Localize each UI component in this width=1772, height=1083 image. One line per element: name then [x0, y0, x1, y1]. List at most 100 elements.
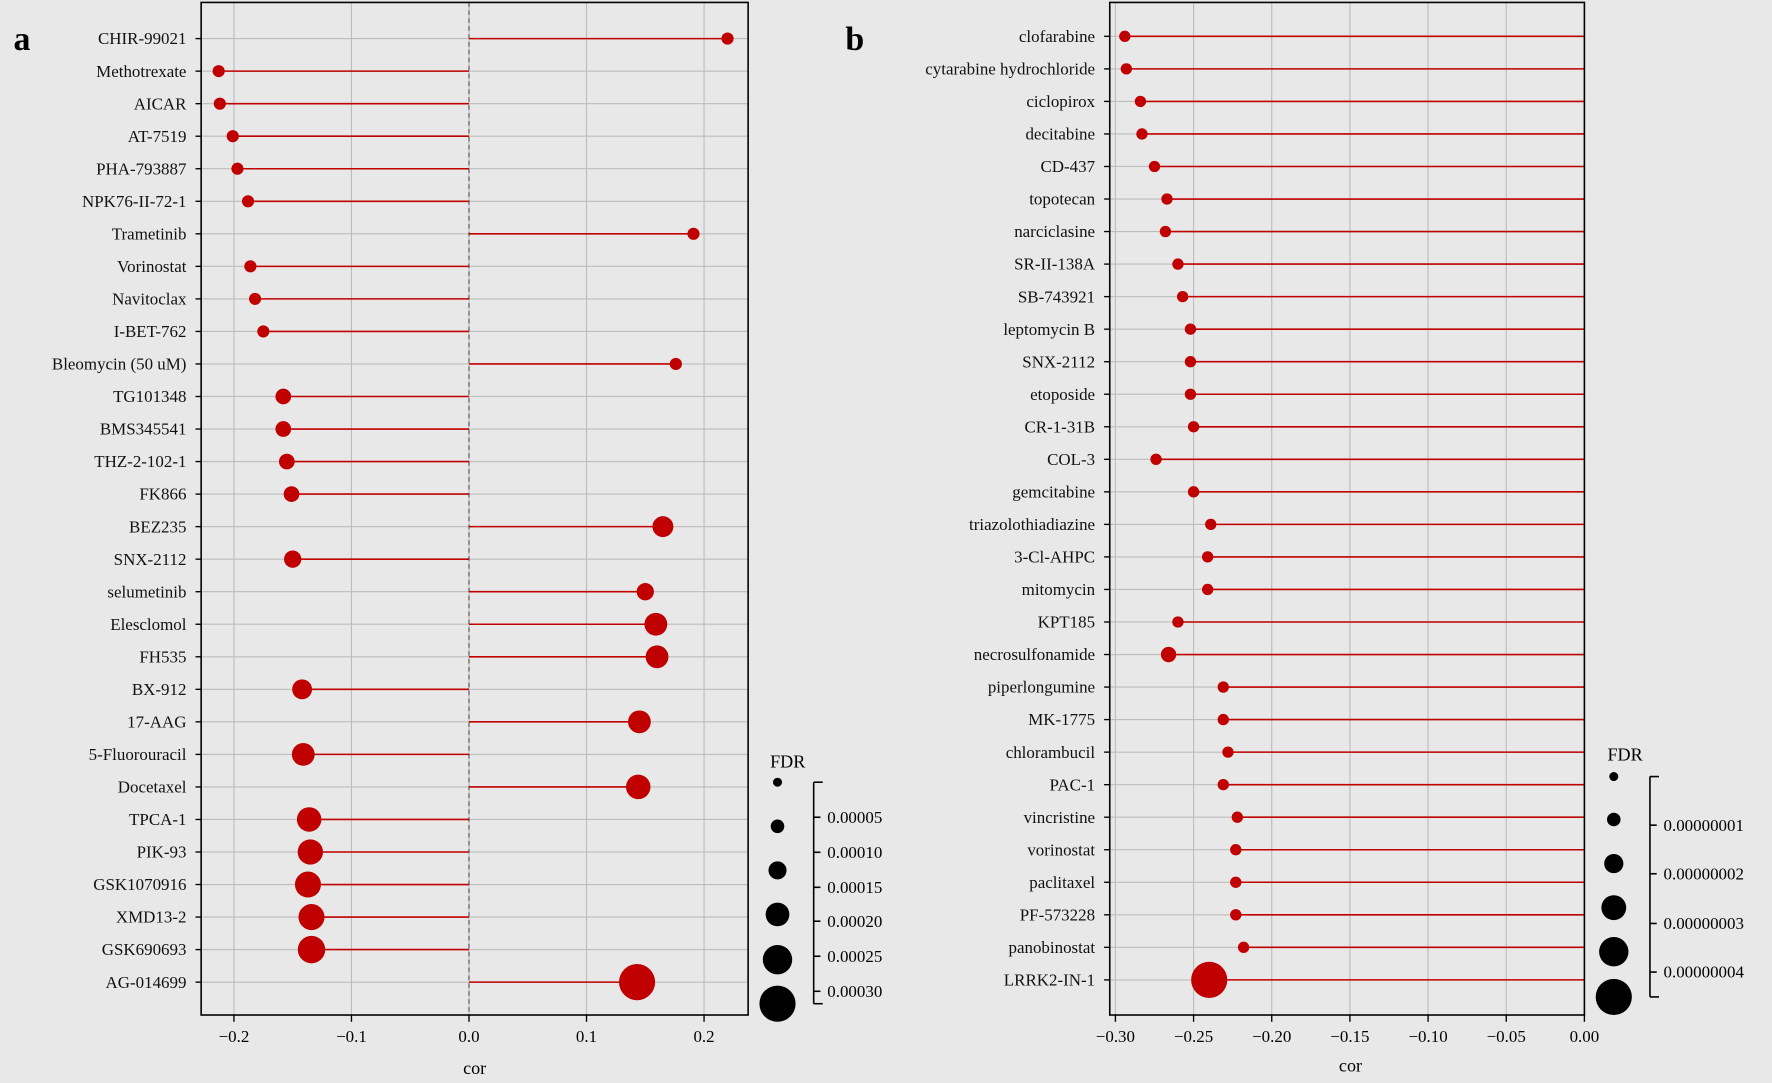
x-tick-label: −0.2 — [219, 1027, 250, 1046]
point-vorinostat — [1230, 844, 1242, 856]
point-piperlongumine — [1217, 681, 1229, 693]
point-BEZ235 — [652, 516, 674, 538]
x-tick-label: −0.20 — [1252, 1027, 1291, 1046]
legend-size-dot — [762, 944, 793, 975]
legend-tick-label: 0.00015 — [827, 878, 882, 897]
y-tick-label: selumetinib — [107, 582, 186, 601]
point-decitabine — [1136, 128, 1148, 140]
y-tick-label: SNX-2112 — [1022, 352, 1095, 371]
point-TG101348 — [275, 388, 292, 405]
legend-size-dot — [1601, 895, 1627, 921]
point-CHIR-99021 — [721, 32, 734, 45]
y-tick-label: Trametinib — [112, 224, 187, 243]
y-tick-label: decitabine — [1025, 125, 1095, 144]
y-tick-label: MK-1775 — [1028, 710, 1095, 729]
point-necrosulfonamide — [1160, 646, 1177, 663]
point-PHA-793887 — [231, 162, 244, 175]
point-Trametinib — [687, 227, 700, 240]
x-tick-label: 0.2 — [693, 1027, 714, 1046]
x-tick-label: −0.05 — [1487, 1027, 1526, 1046]
point-BX-912 — [292, 679, 313, 700]
point-FK866 — [283, 486, 300, 502]
point-PAC-1 — [1217, 778, 1229, 791]
point-BMS345541 — [275, 421, 292, 437]
legend-size-dot — [1599, 937, 1629, 967]
point-NPK76-II-72-1 — [241, 195, 255, 208]
point-topotecan — [1161, 193, 1173, 205]
point-triazolothiadiazine — [1205, 518, 1217, 531]
point-17-AAG — [627, 710, 651, 734]
point-Methotrexate — [212, 65, 225, 78]
y-tick-label: cytarabine hydrochloride — [925, 60, 1095, 79]
legend-size-dot — [759, 985, 796, 1022]
y-tick-label: etoposide — [1030, 385, 1095, 404]
y-tick-label: chlorambucil — [1006, 743, 1096, 762]
point-PF-573228 — [1230, 909, 1242, 921]
point-Navitoclax — [249, 292, 262, 305]
point-etoposide — [1184, 388, 1197, 400]
point-PIK-93 — [297, 839, 323, 865]
point-TPCA-1 — [296, 807, 322, 832]
x-axis-label-a: cor — [463, 1058, 486, 1078]
y-tick-label: vincristine — [1024, 808, 1096, 827]
y-tick-label: vorinostat — [1027, 840, 1095, 859]
legend-size-dot — [1604, 853, 1624, 874]
point-clofarabine — [1119, 30, 1131, 43]
point-KPT185 — [1172, 616, 1184, 628]
y-tick-label: XMD13-2 — [116, 908, 187, 927]
y-tick-label: AICAR — [134, 94, 187, 113]
x-tick-label: 0.00 — [1570, 1027, 1600, 1046]
point-ciclopirox — [1134, 95, 1147, 108]
y-tick-label: FH535 — [139, 647, 186, 666]
y-tick-label: leptomycin B — [1003, 320, 1095, 339]
legend-tick-label: 0.00020 — [827, 912, 882, 931]
point-XMD13-2 — [298, 904, 325, 931]
point-COL-3 — [1150, 453, 1162, 465]
y-tick-label: paclitaxel — [1029, 873, 1095, 892]
x-axis-label-b: cor — [1339, 1056, 1362, 1076]
legend-title-a: FDR — [770, 752, 806, 772]
legend-tick-label: 0.00005 — [827, 808, 882, 827]
y-tick-label: GSK690693 — [102, 940, 187, 959]
point-GSK690693 — [297, 935, 326, 964]
point-Vorinostat — [244, 260, 257, 273]
y-tick-label: COL-3 — [1047, 450, 1095, 469]
y-tick-label: Docetaxel — [118, 778, 187, 797]
y-tick-label: necrosulfonamide — [974, 645, 1095, 664]
y-tick-label: NPK76-II-72-1 — [82, 192, 186, 211]
legend-tick-label: 0.00000001 — [1664, 816, 1744, 835]
legend-tick-label: 0.00030 — [827, 982, 882, 1001]
y-tick-label: BX-912 — [132, 680, 187, 699]
point-FH535 — [645, 645, 669, 669]
point-paclitaxel — [1230, 876, 1242, 888]
point-SNX-2112 — [1184, 356, 1197, 368]
y-tick-label: PF-573228 — [1020, 905, 1095, 924]
legend-tick-label: 0.00025 — [827, 947, 882, 966]
x-tick-label: −0.10 — [1408, 1027, 1447, 1046]
point-Bleomycin (50 uM) — [669, 357, 682, 371]
point-Elesclomol — [644, 612, 668, 636]
y-tick-label: SB-743921 — [1018, 287, 1095, 306]
y-tick-label: AT-7519 — [128, 127, 187, 146]
y-tick-label: CD-437 — [1040, 157, 1095, 176]
y-tick-label: I-BET-762 — [114, 322, 187, 341]
x-tick-label: 0.0 — [458, 1027, 479, 1046]
y-tick-label: panobinostat — [1009, 938, 1096, 957]
y-tick-label: FK866 — [139, 485, 186, 504]
y-tick-label: 3-Cl-AHPC — [1014, 548, 1095, 567]
point-3-Cl-AHPC — [1201, 551, 1214, 563]
plot-frame — [200, 1, 749, 1016]
legend-tick-label: 0.00000003 — [1664, 914, 1744, 933]
point-AICAR — [213, 97, 226, 110]
point-mitomycin — [1201, 583, 1214, 596]
y-tick-label: PHA-793887 — [96, 159, 186, 178]
point-vincristine — [1231, 811, 1244, 823]
y-tick-label: piperlongumine — [988, 678, 1095, 697]
y-tick-label: topotecan — [1029, 190, 1095, 209]
panel-label-a: a — [14, 21, 31, 58]
y-tick-label: PIK-93 — [137, 843, 187, 862]
y-tick-label: SR-II-138A — [1014, 255, 1096, 274]
point-panobinostat — [1237, 941, 1250, 954]
y-tick-label: clofarabine — [1019, 27, 1095, 46]
legend-size-dot — [765, 902, 790, 927]
